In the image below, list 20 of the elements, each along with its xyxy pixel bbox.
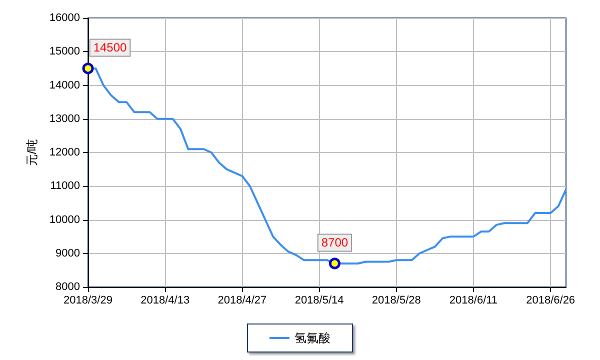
x-tick-label: 2018/6/26 bbox=[526, 294, 576, 306]
y-tick-label: 12000 bbox=[49, 146, 80, 158]
y-tick-label: 8000 bbox=[56, 281, 80, 293]
x-tick-label: 2018/5/28 bbox=[372, 294, 421, 306]
y-tick-label: 14000 bbox=[49, 79, 80, 92]
x-tick-label: 2018/4/27 bbox=[218, 294, 267, 306]
x-tick-label: 2018/4/13 bbox=[140, 294, 190, 306]
data-label: 8700 bbox=[321, 236, 348, 250]
x-tick-label: 2018/3/29 bbox=[64, 294, 112, 306]
y-tick-label: 16000 bbox=[49, 12, 80, 24]
y-tick-label: 15000 bbox=[49, 46, 80, 58]
y-tick-label: 9000 bbox=[56, 247, 80, 260]
y-tick-label: 10000 bbox=[49, 214, 80, 226]
y-tick-label: 13000 bbox=[49, 112, 80, 125]
data-label: 14500 bbox=[93, 40, 128, 55]
x-tick-label: 2018/6/11 bbox=[449, 294, 498, 306]
x-tick-label: 2018/5/14 bbox=[294, 294, 344, 306]
y-tick-label: 11000 bbox=[50, 180, 80, 192]
legend-label: 氢氟酸 bbox=[294, 331, 330, 345]
y-axis-title: 元/吨 bbox=[25, 138, 39, 166]
